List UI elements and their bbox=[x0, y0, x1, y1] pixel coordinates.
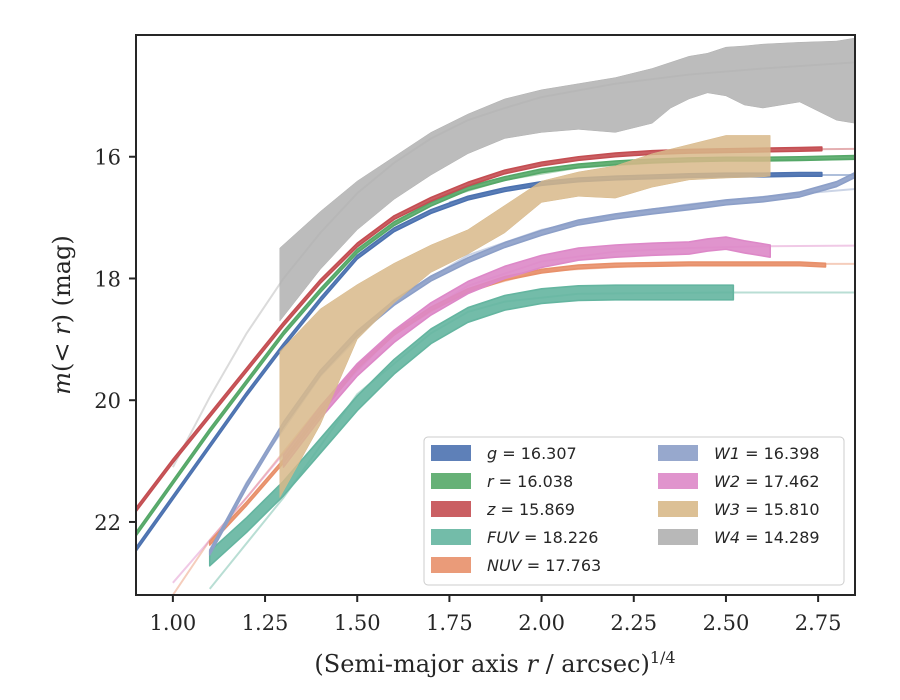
band-w1 bbox=[208, 171, 855, 556]
legend-label-w1: W1 = 16.398 bbox=[714, 444, 820, 463]
legend-swatch-w4 bbox=[658, 529, 698, 545]
legend-label-z: z = 15.869 bbox=[486, 500, 575, 519]
legend-swatch-g bbox=[431, 445, 471, 461]
legend-swatch-w1 bbox=[658, 445, 698, 461]
x-tick-label: 1.25 bbox=[242, 611, 289, 635]
y-tick-label: 22 bbox=[94, 511, 121, 535]
x-tick-label: 1.75 bbox=[426, 611, 473, 635]
y-axis-ticks: 16 18 20 22 bbox=[94, 146, 136, 535]
legend-label-w4: W4 = 14.289 bbox=[714, 528, 820, 547]
x-tick-label: 2.25 bbox=[610, 611, 657, 635]
legend-swatch-r bbox=[431, 473, 471, 489]
y-tick-label: 18 bbox=[94, 267, 121, 291]
x-tick-label: 2.50 bbox=[703, 611, 750, 635]
band-g bbox=[136, 171, 823, 552]
band-fuv bbox=[208, 284, 735, 567]
band-z bbox=[136, 146, 823, 513]
x-axis-label: (Semi-major axis r / arcsec)1/4 bbox=[314, 648, 675, 678]
x-tick-label: 2.75 bbox=[795, 611, 842, 635]
legend-box bbox=[423, 436, 845, 586]
legend-label-nuv: NUV = 17.763 bbox=[487, 556, 601, 575]
legend-swatch-z bbox=[431, 501, 471, 517]
legend-label-fuv: FUV = 18.226 bbox=[487, 528, 598, 547]
x-tick-label: 1.00 bbox=[149, 611, 196, 635]
legend-label-w2: W2 = 17.462 bbox=[714, 472, 820, 491]
legend: g = 16.307 r = 16.038 z = 15.869 FUV = 18.2… bbox=[423, 436, 845, 586]
plot-frame bbox=[135, 34, 856, 596]
data-bands bbox=[136, 37, 855, 567]
band-r bbox=[136, 154, 855, 537]
y-tick-label: 20 bbox=[94, 389, 121, 413]
x-axis-ticks: 1.00 1.25 1.50 1.75 2.00 2.25 2.50 2.75 bbox=[149, 595, 842, 635]
legend-label-w3: W3 = 15.810 bbox=[714, 500, 820, 519]
legend-label-r: r = 16.038 bbox=[487, 472, 573, 491]
band-w3 bbox=[279, 135, 771, 498]
legend-swatch-nuv bbox=[431, 557, 471, 573]
legend-swatch-fuv bbox=[431, 529, 471, 545]
legend-swatch-w2 bbox=[658, 473, 698, 489]
legend-label-g: g = 16.307 bbox=[487, 444, 577, 463]
x-tick-label: 1.50 bbox=[334, 611, 381, 635]
x-tick-label: 2.00 bbox=[518, 611, 565, 635]
y-axis-label: m(< r) (mag) bbox=[48, 235, 76, 395]
legend-swatch-w3 bbox=[658, 501, 698, 517]
band-w4 bbox=[279, 37, 855, 322]
y-tick-label: 16 bbox=[94, 146, 121, 170]
band-w2 bbox=[282, 236, 771, 468]
